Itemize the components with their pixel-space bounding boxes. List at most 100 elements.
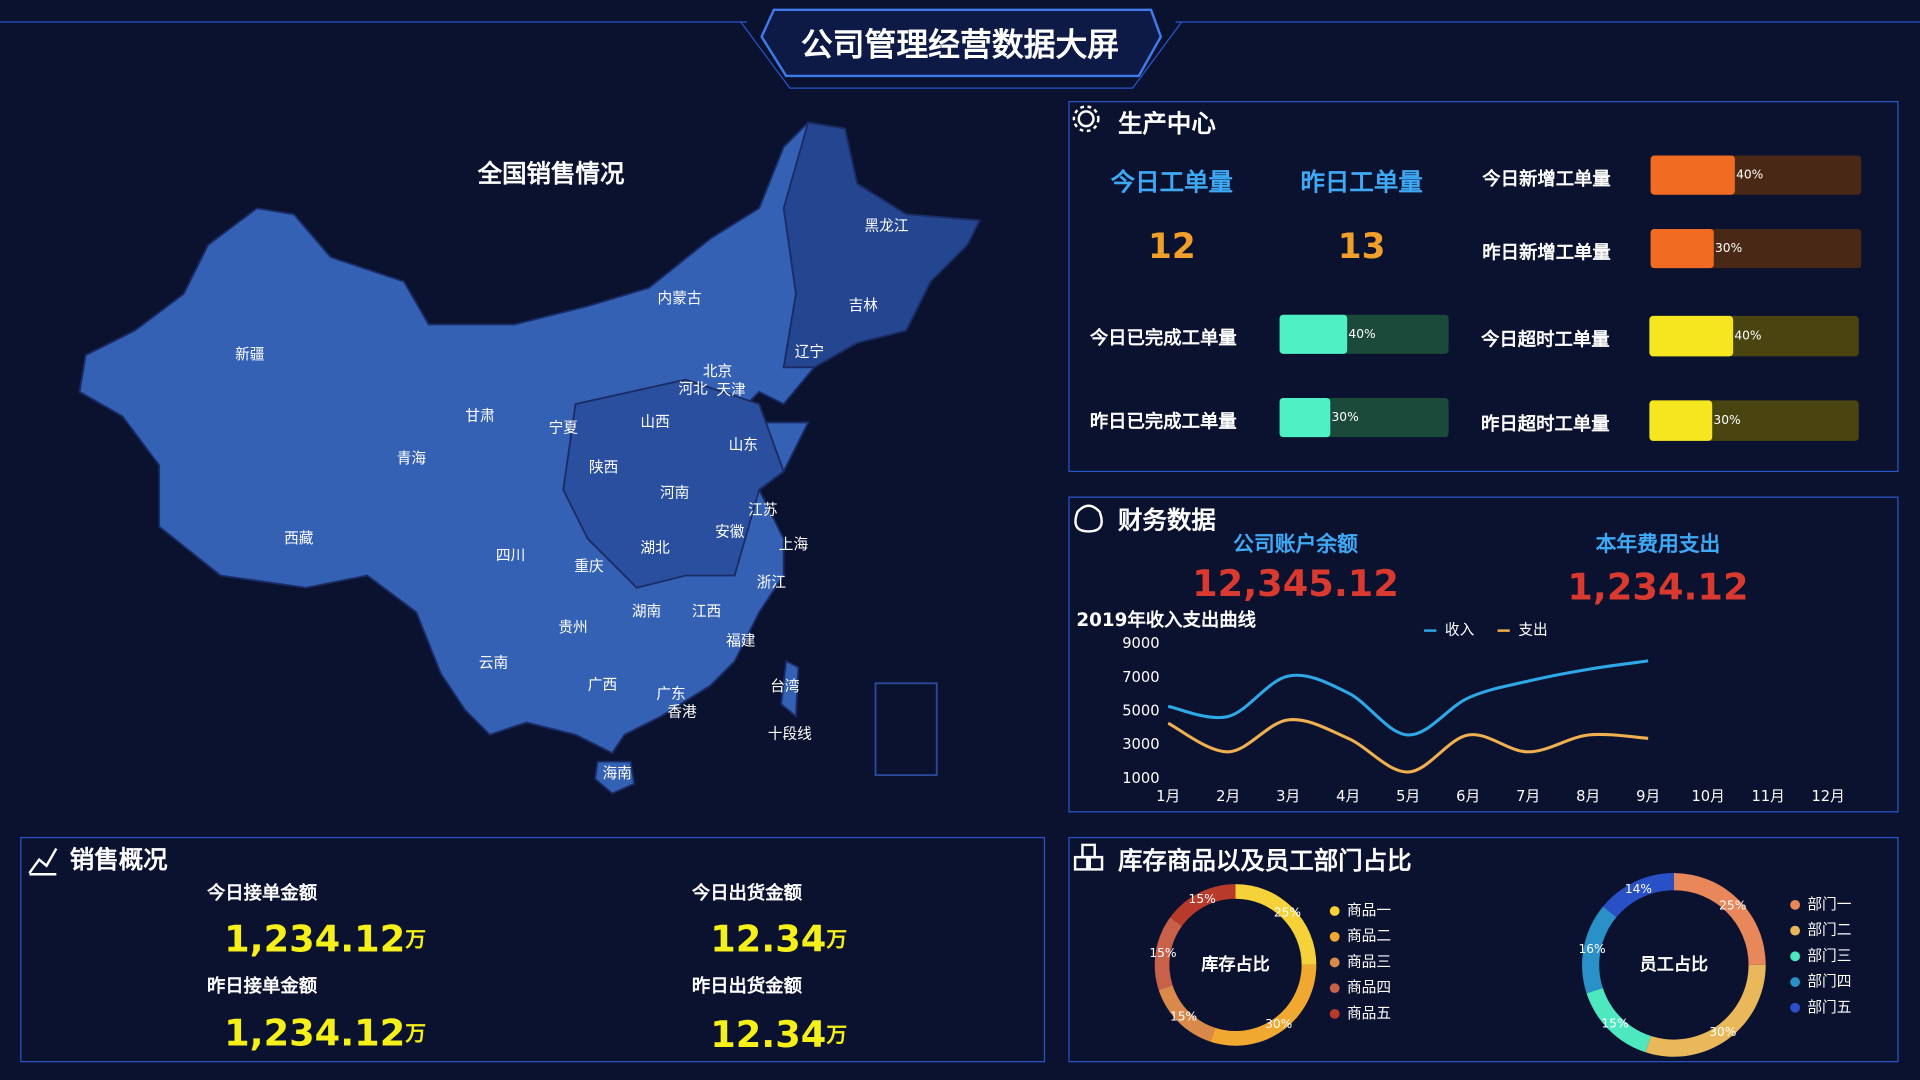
panel-title: 销售概况	[70, 845, 168, 874]
x-tick-label: 11月	[1751, 788, 1784, 805]
sales-amount: 12.34	[710, 1012, 826, 1055]
region-label: 山东	[729, 437, 758, 454]
slice-label: 15%	[1170, 1009, 1197, 1023]
region-label: 黑龙江	[864, 218, 908, 235]
bar-fill	[1650, 155, 1735, 195]
slice-label: 14%	[1625, 882, 1652, 896]
account-label: 公司账户余额	[1233, 532, 1358, 556]
header-title-box	[760, 8, 1163, 78]
region-label: 广西	[588, 677, 617, 694]
page-title: 公司管理经营数据大屏	[801, 26, 1119, 64]
bar-value-label: 40%	[1736, 168, 1763, 182]
account-label: 本年费用支出	[1596, 532, 1721, 556]
legend-label: 商品一	[1347, 902, 1391, 919]
donut-slice	[1158, 985, 1216, 1042]
slice-label: 16%	[1578, 942, 1605, 956]
bar-label: 昨日超时工单量	[1481, 413, 1610, 435]
region-label: 重庆	[574, 558, 604, 575]
bar-label: 今日新增工单量	[1482, 168, 1611, 190]
region-label: 福建	[726, 633, 756, 650]
bar-label: 今日超时工单量	[1481, 328, 1610, 350]
donut-slice	[1170, 884, 1236, 927]
donut-slice	[1210, 964, 1317, 1046]
sales-amount: 1,234.12	[224, 917, 405, 960]
region-label: 上海	[779, 536, 809, 553]
legend-swatch	[1329, 983, 1340, 994]
legend-swatch	[1329, 957, 1340, 968]
ten-dash-box	[874, 682, 938, 777]
donut-slice	[1673, 873, 1766, 965]
region-label: 台湾	[770, 678, 800, 695]
legend-swatch	[1790, 951, 1800, 962]
sales-label: 昨日出货金额	[692, 975, 803, 997]
legend-label: 收入	[1445, 622, 1475, 639]
legend-label: 商品二	[1347, 928, 1391, 945]
region-label: 广东	[656, 685, 685, 702]
legend-swatch	[1790, 900, 1800, 910]
region-label: 西藏	[284, 530, 314, 547]
sales-unit: 万	[825, 927, 847, 951]
x-tick-label: 9月	[1636, 788, 1660, 805]
donut-slice	[1154, 917, 1183, 990]
y-tick-label: 5000	[1122, 702, 1159, 719]
sales-value: 1,234.12万	[224, 1011, 426, 1054]
bar-value-label: 40%	[1348, 327, 1375, 341]
region-label: 陕西	[589, 459, 618, 476]
count-value: 12	[1148, 227, 1196, 267]
donut-slice	[1582, 906, 1617, 994]
legend-swatch	[1329, 1008, 1340, 1019]
map	[78, 121, 982, 795]
region-label: 四川	[496, 547, 525, 564]
x-tick-label: 10月	[1691, 788, 1724, 805]
slice-label: 25%	[1274, 905, 1301, 919]
count-label: 昨日工单量	[1300, 168, 1422, 197]
region-label: 江苏	[748, 502, 777, 519]
legend-swatch	[1790, 925, 1800, 936]
region-label: 内蒙古	[658, 290, 702, 307]
legend-label: 商品三	[1347, 953, 1391, 970]
sales-amount: 12.34	[710, 917, 826, 960]
bar-value-label: 40%	[1734, 329, 1761, 343]
y-tick-label: 3000	[1122, 736, 1159, 753]
region-label: 十段线	[768, 726, 812, 743]
region-label: 天津	[716, 382, 746, 399]
bar-value-label: 30%	[1713, 413, 1740, 427]
y-tick-label: 9000	[1122, 635, 1159, 652]
china-outline	[78, 121, 982, 755]
box-icon	[1081, 843, 1096, 859]
sales-value: 12.34万	[710, 1012, 847, 1055]
sales-amount: 1,234.12	[224, 1011, 405, 1054]
sales-unit: 万	[825, 1023, 847, 1047]
region-label: 香港	[667, 704, 697, 721]
bar-fill	[1279, 314, 1348, 354]
legend-label: 部门二	[1807, 922, 1851, 939]
region-label: 新疆	[235, 346, 265, 363]
region-label: 安徽	[715, 524, 745, 541]
bar-fill	[1649, 400, 1713, 441]
bar-label: 昨日已完成工单量	[1090, 410, 1237, 432]
x-tick-label: 5月	[1396, 788, 1420, 805]
header-frame	[740, 21, 1183, 89]
legend-label: 部门五	[1807, 999, 1851, 1016]
series-line	[1167, 659, 1649, 737]
sales-label: 昨日接单金额	[207, 975, 318, 997]
region-shade	[562, 378, 785, 589]
panel	[1068, 101, 1899, 473]
sales-unit: 万	[404, 1022, 426, 1046]
region-label: 浙江	[757, 574, 787, 591]
region-label: 青海	[397, 450, 427, 467]
region-label: 河南	[660, 484, 689, 501]
legend-label: 部门一	[1807, 896, 1851, 913]
legend-label: 部门四	[1807, 973, 1851, 990]
panel	[20, 836, 1046, 1063]
panel-title: 库存商品以及员工部门占比	[1118, 846, 1412, 875]
slice-label: 15%	[1601, 1016, 1628, 1030]
sales-label: 今日出货金额	[692, 882, 803, 904]
region-label: 云南	[479, 655, 508, 672]
sales-value: 12.34万	[710, 917, 847, 960]
donut-slice	[1586, 987, 1651, 1053]
slice-label: 15%	[1189, 892, 1216, 906]
region-label: 江西	[692, 603, 721, 620]
